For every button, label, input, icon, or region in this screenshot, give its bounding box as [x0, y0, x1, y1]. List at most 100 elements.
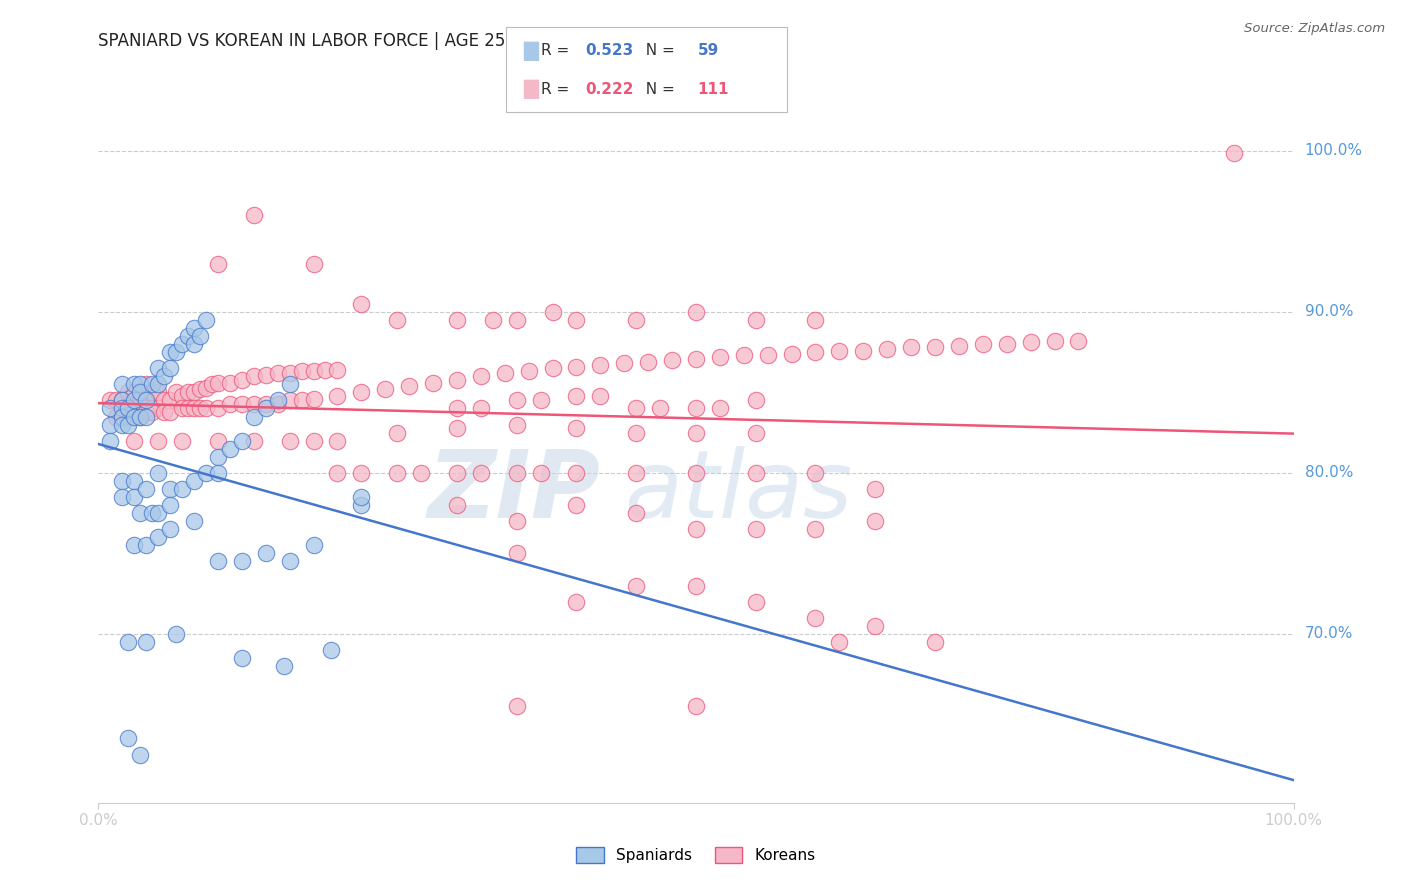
Point [183, 337, 205, 351]
Point [135, 393, 157, 408]
Point [267, 393, 290, 408]
Point [291, 393, 314, 408]
Point [506, 466, 529, 480]
Point [117, 401, 139, 416]
Point [494, 366, 516, 380]
Point [626, 313, 648, 327]
Point [159, 393, 181, 408]
Point [350, 490, 373, 504]
Point [589, 358, 612, 372]
Point [111, 393, 134, 408]
Point [177, 329, 200, 343]
Point [828, 635, 851, 649]
Point [195, 380, 218, 394]
Point [446, 401, 468, 416]
Point [207, 376, 229, 390]
Legend: Spaniards, Koreans: Spaniards, Koreans [569, 841, 823, 869]
Point [231, 554, 253, 568]
Point [117, 635, 139, 649]
Text: N =: N = [636, 44, 679, 58]
Point [195, 313, 218, 327]
Point [422, 376, 444, 390]
Point [135, 405, 157, 419]
Point [195, 466, 218, 480]
Text: 0.222: 0.222 [585, 82, 633, 96]
Point [153, 405, 176, 419]
Point [267, 397, 290, 411]
Point [165, 627, 187, 641]
Text: Source: ZipAtlas.com: Source: ZipAtlas.com [1244, 22, 1385, 36]
Point [117, 401, 139, 416]
Point [350, 466, 373, 480]
Point [195, 401, 218, 416]
Point [141, 401, 163, 416]
Point [565, 313, 588, 327]
Point [231, 397, 253, 411]
Point [709, 401, 731, 416]
Point [207, 450, 229, 464]
Point [111, 417, 134, 432]
Point [153, 393, 176, 408]
Point [105, 393, 128, 408]
Text: █: █ [523, 79, 538, 99]
Point [398, 379, 420, 393]
Point [188, 382, 211, 396]
Point [129, 377, 152, 392]
Point [626, 466, 648, 480]
Point [111, 490, 134, 504]
Point [924, 635, 946, 649]
Point [709, 350, 731, 364]
Point [1019, 335, 1042, 350]
Point [219, 376, 242, 390]
Point [924, 340, 946, 354]
Point [745, 425, 768, 440]
Point [685, 466, 707, 480]
Point [350, 297, 373, 311]
Point [565, 594, 588, 608]
Point [172, 434, 194, 448]
Point [243, 397, 266, 411]
Point [159, 498, 181, 512]
Text: 80.0%: 80.0% [1305, 466, 1353, 481]
Point [278, 554, 301, 568]
Point [1223, 145, 1246, 160]
Point [685, 522, 707, 536]
Point [350, 498, 373, 512]
Point [129, 409, 152, 424]
Point [565, 388, 588, 402]
Point [972, 337, 994, 351]
Point [124, 385, 146, 400]
Point [530, 393, 553, 408]
Point [124, 401, 146, 416]
Point [129, 385, 152, 400]
Point [481, 313, 505, 327]
Point [385, 313, 409, 327]
Point [207, 257, 229, 271]
Text: 100.0%: 100.0% [1305, 144, 1362, 159]
Point [172, 401, 194, 416]
Point [733, 348, 755, 362]
Point [172, 388, 194, 402]
Point [98, 417, 122, 432]
Point [685, 401, 707, 416]
Point [188, 329, 211, 343]
Point [201, 377, 224, 392]
Point [565, 359, 588, 374]
Point [804, 611, 827, 625]
Point [254, 401, 277, 416]
Point [243, 208, 266, 222]
Point [1043, 334, 1066, 348]
Text: 70.0%: 70.0% [1305, 626, 1353, 641]
Point [506, 313, 529, 327]
Point [326, 388, 349, 402]
Point [685, 699, 707, 714]
Point [302, 257, 325, 271]
Point [506, 546, 529, 560]
Point [135, 409, 157, 424]
Point [98, 393, 122, 408]
Point [159, 361, 181, 376]
Point [565, 498, 588, 512]
Point [148, 434, 170, 448]
Point [177, 385, 200, 400]
Point [231, 434, 253, 448]
